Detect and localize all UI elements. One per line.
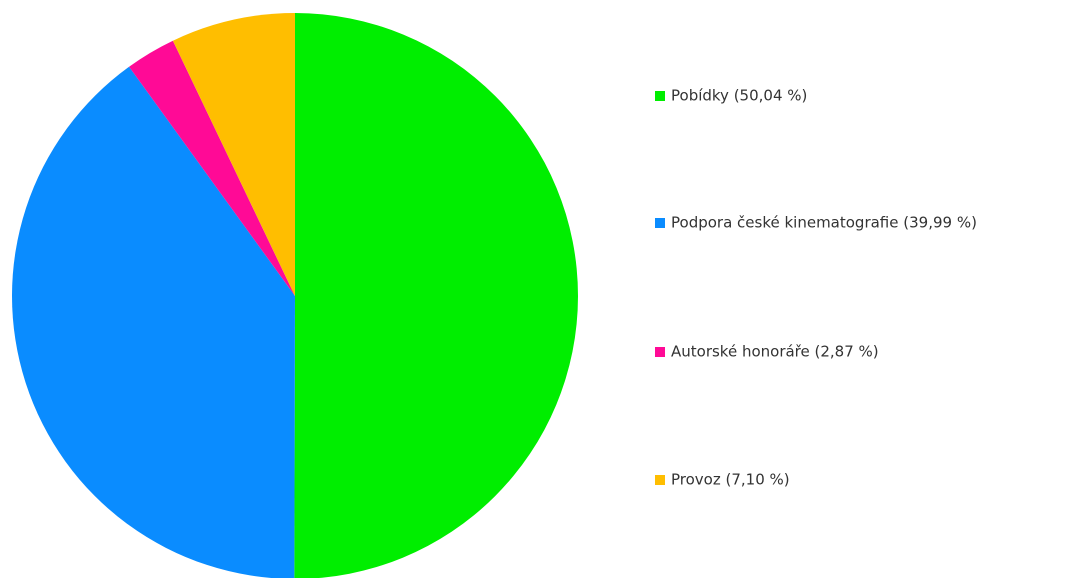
legend-swatch [655,347,665,357]
pie-slice [172,13,295,296]
legend-label: Autorské honoráře (2,87 %) [671,343,879,361]
legend-label: Podpora české kinematografie (39,99 %) [671,214,977,232]
legend-swatch [655,218,665,228]
legend-swatch [655,475,665,485]
legend-label: Provoz (7,10 %) [671,471,790,489]
legend-label: Pobídky (50,04 %) [671,87,807,105]
legend-swatch [655,91,665,101]
pie-slice [129,40,295,296]
pie-slice [12,66,295,578]
pie-slice [294,13,579,578]
